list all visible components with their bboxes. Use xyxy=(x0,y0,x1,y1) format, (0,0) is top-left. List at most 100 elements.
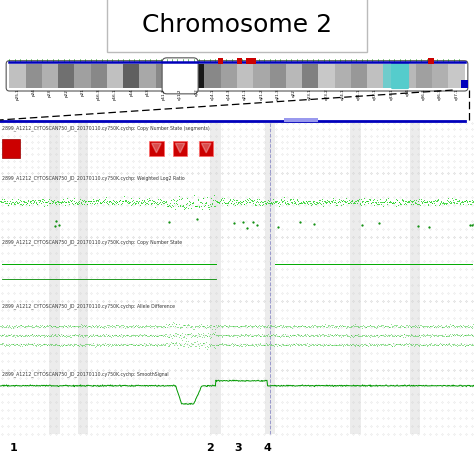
Point xyxy=(237,342,245,349)
Point xyxy=(375,200,383,208)
Point xyxy=(284,341,292,348)
Point xyxy=(196,339,204,347)
Point xyxy=(326,199,334,206)
Point xyxy=(295,323,303,330)
Point xyxy=(403,199,411,206)
Point xyxy=(466,322,474,329)
Point xyxy=(411,341,419,349)
Point xyxy=(117,322,124,330)
Point xyxy=(73,322,81,329)
Point xyxy=(406,196,414,204)
Point xyxy=(215,331,222,338)
Point xyxy=(47,331,55,339)
Point xyxy=(373,331,381,339)
Point xyxy=(253,322,260,330)
Point xyxy=(74,198,82,206)
Point xyxy=(274,322,282,329)
Point xyxy=(242,330,250,338)
Point xyxy=(308,340,316,347)
Point xyxy=(165,320,173,328)
Point xyxy=(234,201,241,208)
Point xyxy=(260,331,267,338)
Point xyxy=(407,341,414,349)
Point xyxy=(443,322,450,329)
Point xyxy=(109,199,117,206)
Point xyxy=(275,199,283,206)
Bar xyxy=(461,80,468,88)
Point xyxy=(43,201,51,209)
Point xyxy=(338,198,346,205)
Bar xyxy=(173,141,187,155)
Point xyxy=(67,197,74,204)
Point xyxy=(462,341,470,349)
Point xyxy=(183,340,191,347)
Point xyxy=(369,342,376,349)
Point xyxy=(376,340,383,348)
Point xyxy=(225,341,232,348)
Point xyxy=(289,340,297,347)
Point xyxy=(146,323,154,331)
Point xyxy=(10,199,18,207)
Point xyxy=(63,198,70,206)
Point xyxy=(469,324,474,331)
Point xyxy=(204,323,212,331)
Text: 4: 4 xyxy=(263,443,271,453)
Point xyxy=(0,322,5,330)
Point xyxy=(301,199,309,207)
Point xyxy=(235,198,243,206)
Point xyxy=(423,331,430,338)
Point xyxy=(333,341,341,348)
Point xyxy=(203,324,210,331)
Point xyxy=(72,331,80,339)
Point xyxy=(385,340,393,348)
Point xyxy=(336,340,343,348)
Point xyxy=(96,341,103,349)
Point xyxy=(221,331,228,338)
Point xyxy=(357,340,365,348)
Point xyxy=(145,332,153,340)
Point xyxy=(230,199,238,206)
Point xyxy=(26,332,33,339)
Point xyxy=(385,332,392,340)
Point xyxy=(463,331,471,339)
Point xyxy=(158,323,166,330)
Point xyxy=(323,198,331,206)
Point xyxy=(243,340,251,347)
Point xyxy=(136,330,144,338)
Point xyxy=(46,332,53,339)
Point xyxy=(438,341,446,348)
Point xyxy=(367,341,375,349)
Point xyxy=(66,333,73,341)
Point xyxy=(27,323,35,330)
Text: 2899_A1212_CYTOSCAN750_JD_20170110.cy750K.cychp: Copy Number State (segments): 2899_A1212_CYTOSCAN750_JD_20170110.cy750… xyxy=(2,125,210,131)
Point xyxy=(193,322,201,330)
Point xyxy=(85,341,92,349)
Point xyxy=(75,197,82,205)
Point xyxy=(302,197,310,205)
Point xyxy=(273,197,280,205)
Point xyxy=(228,197,236,205)
Point xyxy=(6,200,13,207)
Bar xyxy=(265,370,275,434)
Point xyxy=(5,331,12,338)
Point xyxy=(433,332,441,340)
Point xyxy=(362,197,370,204)
Point xyxy=(201,331,209,338)
Point xyxy=(293,197,301,204)
Point xyxy=(231,331,239,339)
Point xyxy=(325,332,333,339)
Point xyxy=(129,331,137,339)
Point xyxy=(371,341,378,349)
Point xyxy=(445,340,453,347)
Point xyxy=(14,332,22,339)
Point xyxy=(33,323,40,330)
Point xyxy=(408,340,415,348)
Point xyxy=(192,202,200,210)
Point xyxy=(241,201,248,208)
Point xyxy=(432,341,440,348)
Point xyxy=(223,201,230,209)
Point xyxy=(268,199,275,207)
Point xyxy=(313,333,321,340)
Point xyxy=(466,198,474,205)
Point xyxy=(243,323,251,331)
